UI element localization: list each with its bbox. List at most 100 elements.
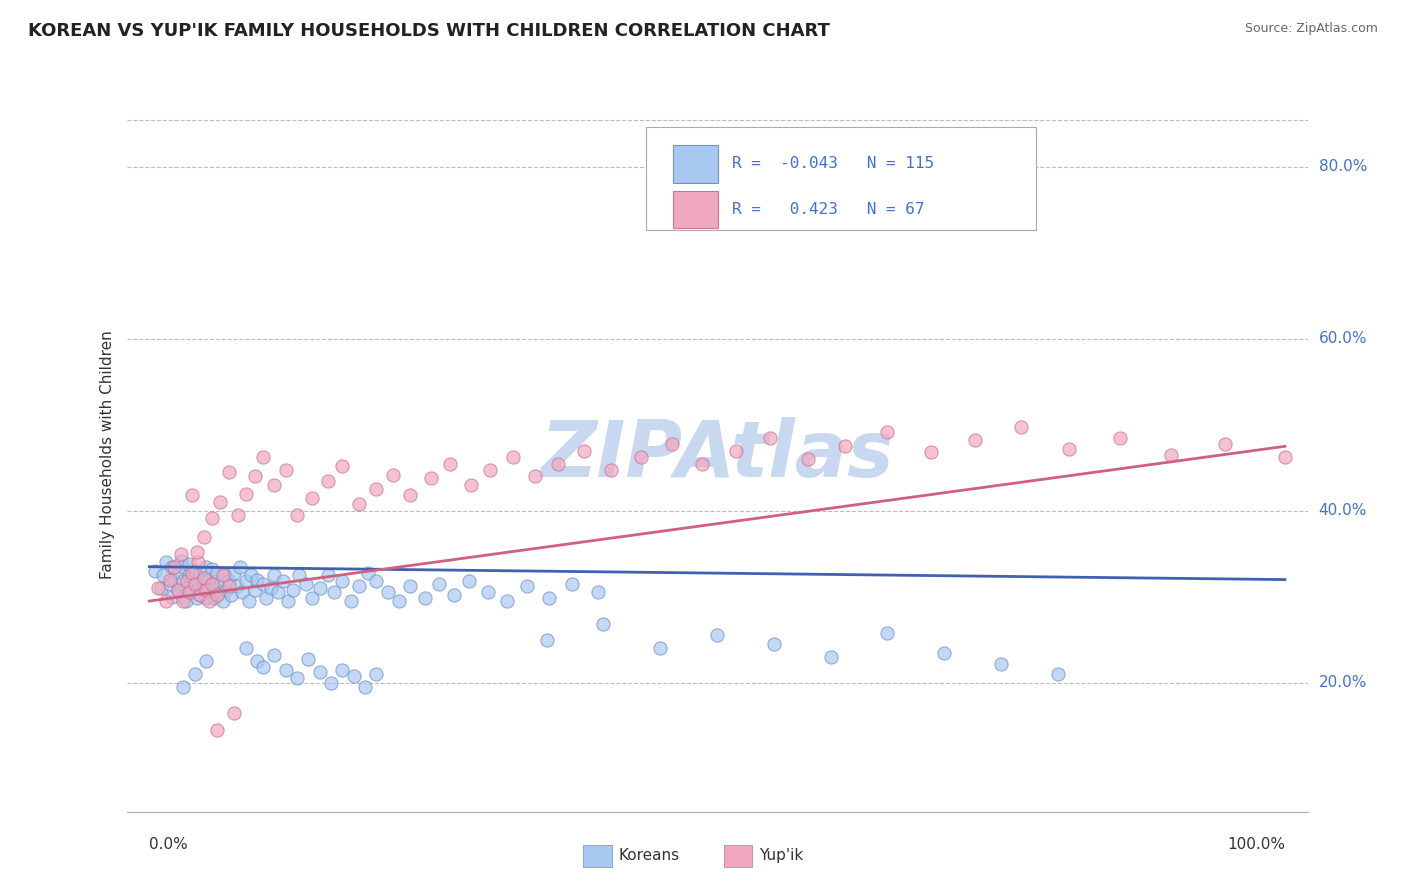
Point [427, 577, 450, 591]
Point [240, 568, 263, 582]
Point [263, 568, 285, 582]
Point [208, 495, 231, 509]
Point [215, 582, 238, 597]
Point [458, 574, 481, 589]
Point [661, 436, 683, 450]
Point [207, 723, 229, 737]
Point [354, 680, 377, 694]
Text: KOREAN VS YUP'IK FAMILY HOUSEHOLDS WITH CHILDREN CORRELATION CHART: KOREAN VS YUP'IK FAMILY HOUSEHOLDS WITH … [28, 22, 830, 40]
Point [246, 573, 269, 587]
Point [193, 571, 215, 585]
Point [419, 471, 441, 485]
Point [166, 582, 188, 597]
Point [263, 648, 285, 663]
Point [536, 632, 558, 647]
Point [478, 462, 501, 476]
Point [1057, 442, 1080, 456]
Point [212, 594, 235, 608]
Point [706, 628, 728, 642]
Point [586, 585, 609, 599]
Point [231, 585, 253, 599]
Point [152, 568, 174, 582]
Point [399, 488, 422, 502]
Point [920, 445, 942, 459]
Bar [673, 145, 718, 183]
Text: Yup'ik: Yup'ik [759, 848, 803, 863]
Point [285, 508, 308, 522]
Point [238, 594, 260, 608]
Point [690, 457, 713, 471]
Point [876, 626, 898, 640]
Point [252, 450, 274, 465]
Point [186, 591, 208, 606]
Point [349, 579, 371, 593]
Point [163, 559, 186, 574]
Point [229, 559, 252, 574]
Point [876, 425, 898, 439]
Point [207, 588, 229, 602]
Point [443, 588, 465, 602]
Point [496, 594, 519, 608]
Point [516, 579, 538, 593]
Text: Koreans: Koreans [619, 848, 679, 863]
Point [235, 574, 257, 589]
Point [235, 486, 257, 500]
Point [377, 585, 399, 599]
Text: 100.0%: 100.0% [1227, 837, 1285, 852]
Point [214, 568, 236, 582]
Point [195, 654, 218, 668]
Point [183, 579, 205, 593]
Point [177, 557, 200, 571]
Point [176, 574, 198, 589]
Text: 80.0%: 80.0% [1319, 160, 1367, 175]
Point [288, 568, 311, 582]
Point [630, 450, 652, 465]
Point [357, 566, 380, 580]
Point [1010, 419, 1032, 434]
Point [198, 582, 221, 597]
Point [1109, 431, 1132, 445]
Point [170, 554, 193, 568]
Point [382, 467, 405, 482]
Point [759, 431, 782, 445]
Point [460, 478, 482, 492]
Point [191, 574, 214, 589]
Point [537, 591, 560, 606]
Point [308, 665, 330, 680]
Point [159, 573, 181, 587]
Point [650, 641, 672, 656]
Text: R =   0.423   N = 67: R = 0.423 N = 67 [733, 202, 925, 217]
Point [301, 591, 323, 606]
Point [316, 474, 339, 488]
Point [193, 530, 215, 544]
Point [166, 582, 188, 597]
Point [183, 667, 205, 681]
Point [439, 457, 461, 471]
Point [172, 574, 194, 589]
Text: 20.0%: 20.0% [1319, 675, 1367, 690]
Point [181, 571, 204, 585]
Point [319, 675, 342, 690]
Point [283, 582, 305, 597]
Point [388, 594, 411, 608]
Point [252, 660, 274, 674]
Point [187, 576, 209, 591]
Text: 0.0%: 0.0% [149, 837, 188, 852]
Point [834, 439, 856, 453]
Point [263, 478, 285, 492]
Point [762, 637, 785, 651]
Point [330, 574, 353, 589]
Point [155, 555, 177, 569]
Point [224, 566, 246, 580]
Point [198, 594, 221, 608]
Point [202, 591, 225, 606]
Point [366, 574, 388, 589]
Point [180, 585, 202, 599]
Bar [673, 191, 718, 227]
Point [177, 568, 200, 582]
Point [209, 574, 232, 589]
Point [243, 582, 266, 597]
Point [226, 508, 249, 522]
Point [1213, 436, 1236, 450]
Point [170, 547, 193, 561]
